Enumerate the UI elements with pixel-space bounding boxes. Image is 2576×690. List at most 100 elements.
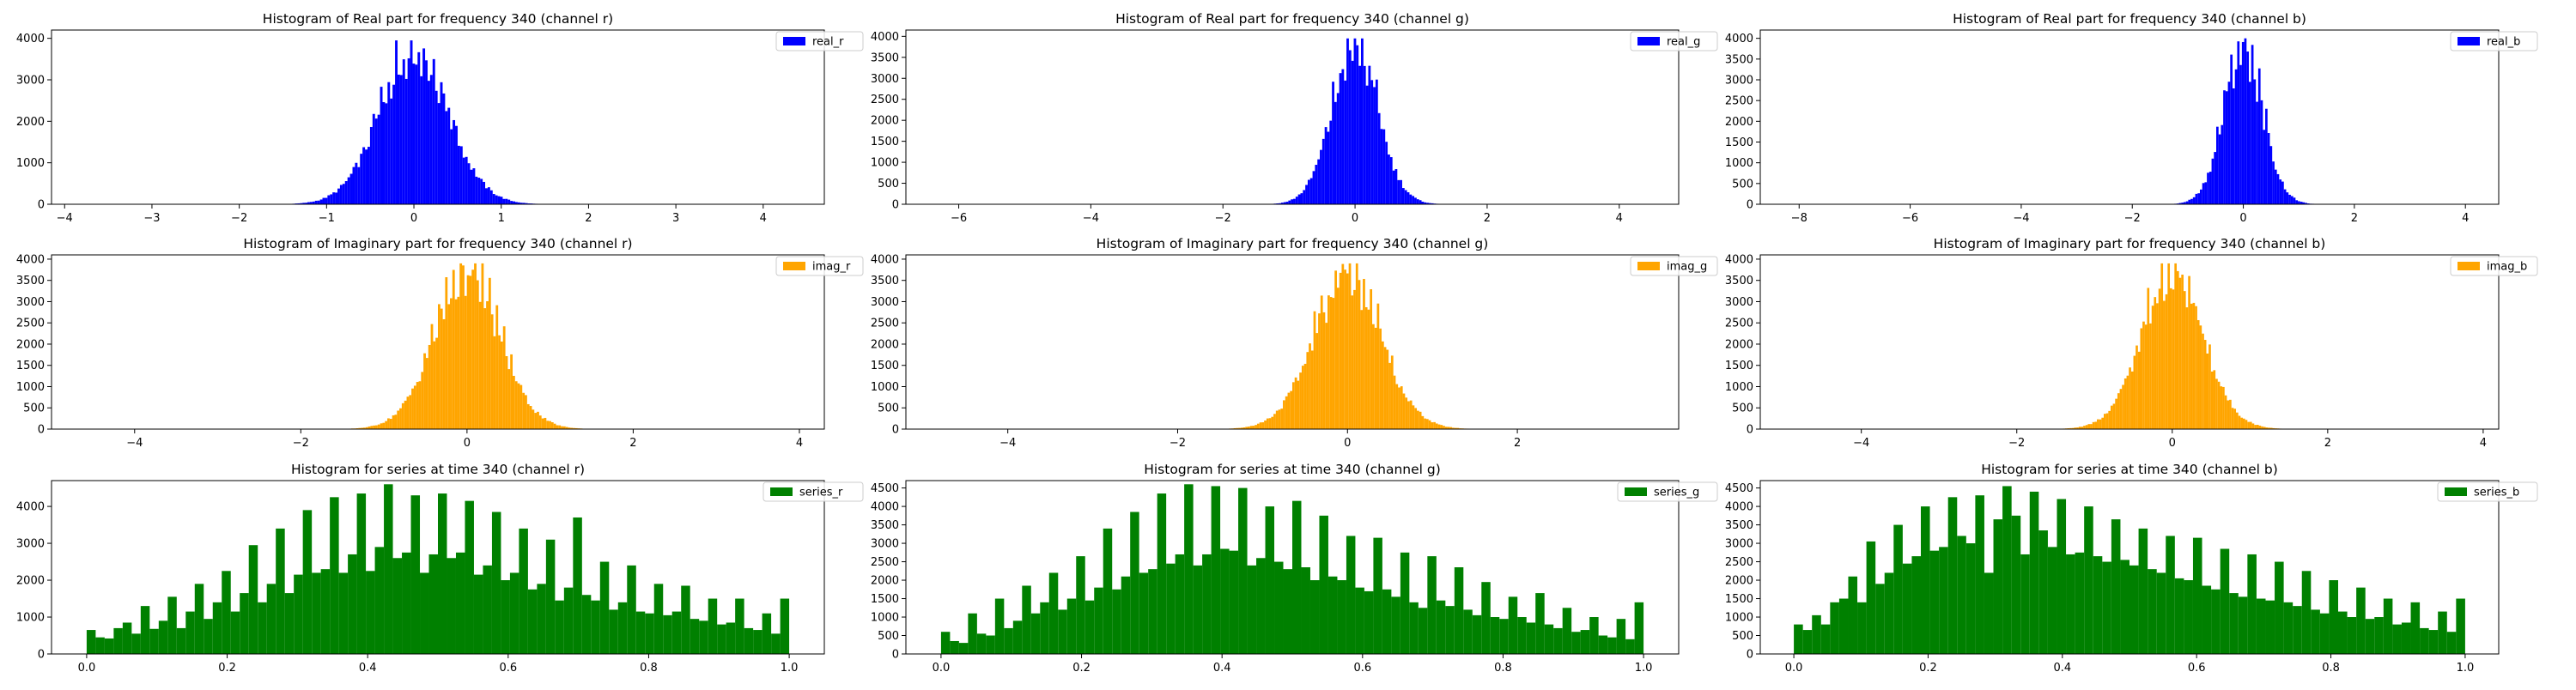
histogram-bar [2298,201,2300,204]
histogram-bar [2243,419,2245,429]
histogram-bar [2207,172,2209,204]
histogram-bar [483,566,491,654]
histogram-bar [1340,273,1342,429]
histogram-bar [1400,386,1403,429]
histogram-bar [2127,376,2129,429]
histogram-bar [330,194,332,204]
histogram-bar [450,299,453,430]
histogram-bar [1812,615,1821,654]
legend-label: series_g [1654,487,1699,499]
x-tick-label: 0.8 [2322,662,2340,675]
histogram-bar [335,192,337,204]
histogram-bar [2275,170,2277,204]
histogram-bar [2030,492,2039,654]
histogram-bar [469,275,471,429]
histogram-bar [505,199,507,204]
histogram-bar [1184,484,1193,654]
histogram-bar [340,185,343,204]
histogram-bar [1388,154,1390,204]
histogram-bar [420,76,422,204]
histogram-bar [480,179,483,204]
histogram-bar [1353,290,1356,429]
histogram-bar [1220,549,1229,654]
histogram-bar [2099,420,2102,429]
histogram-bar [2239,596,2248,654]
histogram-bar [373,426,375,429]
histogram-bar [1414,197,1417,204]
y-tick-label: 1000 [16,612,45,625]
histogram-bar [420,572,428,654]
histogram-bar [2075,553,2085,654]
histogram-bar [1412,196,1414,204]
histogram-bar [1402,188,1405,204]
histogram-bar [222,571,230,654]
histogram-bar [149,629,158,654]
histogram-bar [2163,301,2166,429]
histogram-bar [1103,529,1112,654]
y-tick-label: 3500 [871,275,899,288]
histogram-bar [2275,562,2284,654]
x-tick-label: 4 [2462,212,2469,225]
y-tick-label: 0 [1747,649,1753,662]
histogram-bar [438,493,447,654]
histogram-bar [2193,303,2196,429]
histogram-bar [1535,593,1544,654]
histogram-bar [1290,391,1292,429]
histogram-bar [95,638,104,654]
histogram-bar [477,178,480,204]
histogram-bar [460,146,463,204]
histogram-bar [1327,132,1330,204]
x-tick-label: 0.0 [933,662,951,675]
histogram-bar [2106,414,2109,429]
histogram-bar [1334,270,1337,429]
histogram-bar [2084,506,2093,654]
histogram-bar [457,297,459,429]
histogram-bar [2202,585,2212,654]
histogram-bar [2134,356,2136,429]
histogram-bar [2242,42,2245,204]
histogram-bar [482,263,484,429]
histogram-bar [2197,193,2200,204]
histogram-bar [1166,564,1175,654]
histogram-bar [1385,142,1388,204]
histogram-bar [1830,602,1839,654]
histogram-bar [1390,157,1393,204]
histogram-bar [398,75,400,204]
legend: series_b [2438,482,2537,501]
histogram-bar [422,48,425,204]
histogram-bar [1358,280,1361,429]
histogram-bar [1409,195,1412,204]
histogram-bar [483,308,486,429]
histogram-bar [2254,425,2257,429]
histogram-bar [2257,599,2266,654]
histogram-bar [1315,165,1317,204]
histogram-bar [1112,590,1121,654]
y-tick-label: 3500 [871,519,899,532]
histogram-bar [609,609,617,654]
histogram-bar [318,201,320,204]
histogram-bar [1436,424,1438,429]
histogram-bar [2240,418,2243,429]
histogram-bar [1382,130,1385,204]
x-tick-label: −2 [2124,212,2141,225]
legend: real_r [776,32,863,51]
histogram-bar [1617,619,1625,654]
histogram-bar [1333,298,1335,429]
chart-title: Histogram of Real part for frequency 340… [263,11,613,27]
chart-title: Histogram of Real part for frequency 340… [1115,11,1469,27]
histogram-bar [1366,86,1369,204]
histogram-bar [2338,612,2348,654]
histogram-bar [2239,65,2242,204]
histogram-bar [2166,294,2168,429]
histogram-bar [2211,590,2221,654]
histogram-bar [663,615,671,654]
histogram-bar [1419,608,1427,654]
histogram-bar [375,426,378,429]
histogram-bar [2154,297,2156,429]
histogram-bar [1280,409,1283,429]
histogram-bar [2291,196,2293,204]
histogram-bar [528,590,537,654]
histogram-bar [323,198,325,204]
